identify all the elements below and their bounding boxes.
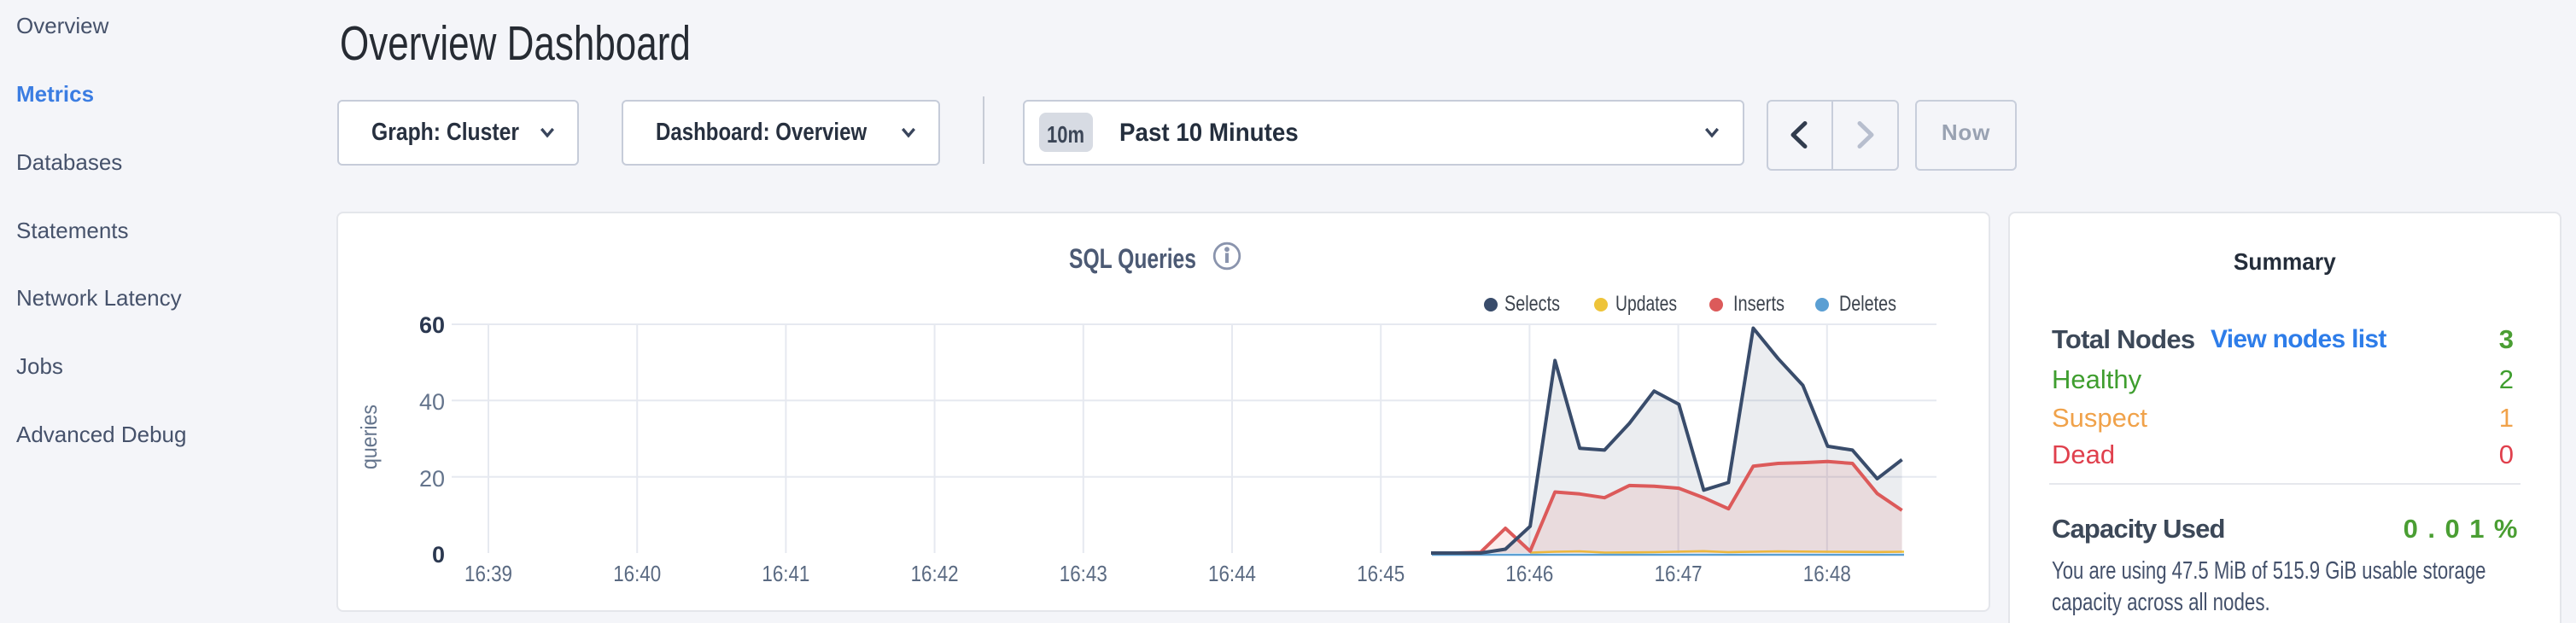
svg-text:queries: queries: [356, 405, 382, 469]
svg-text:0: 0: [432, 542, 445, 568]
svg-text:Updates: Updates: [1615, 292, 1677, 316]
svg-text:Selects: Selects: [1504, 292, 1560, 316]
svg-text:40: 40: [419, 389, 445, 415]
svg-text:16:43: 16:43: [1060, 561, 1107, 586]
svg-text:Inserts: Inserts: [1733, 292, 1785, 316]
svg-text:16:44: 16:44: [1208, 561, 1256, 586]
svg-text:SQL Queries: SQL Queries: [1069, 243, 1196, 274]
svg-text:16:48: 16:48: [1803, 561, 1851, 586]
svg-text:16:46: 16:46: [1505, 561, 1553, 586]
svg-text:16:40: 16:40: [613, 561, 661, 586]
svg-text:20: 20: [419, 466, 445, 492]
svg-text:16:39: 16:39: [464, 561, 512, 586]
svg-text:16:42: 16:42: [911, 561, 959, 586]
svg-text:16:47: 16:47: [1655, 561, 1703, 586]
svg-text:Deletes: Deletes: [1839, 292, 1896, 316]
svg-text:16:41: 16:41: [762, 561, 809, 586]
svg-text:16:45: 16:45: [1357, 561, 1405, 586]
svg-text:60: 60: [419, 312, 445, 338]
